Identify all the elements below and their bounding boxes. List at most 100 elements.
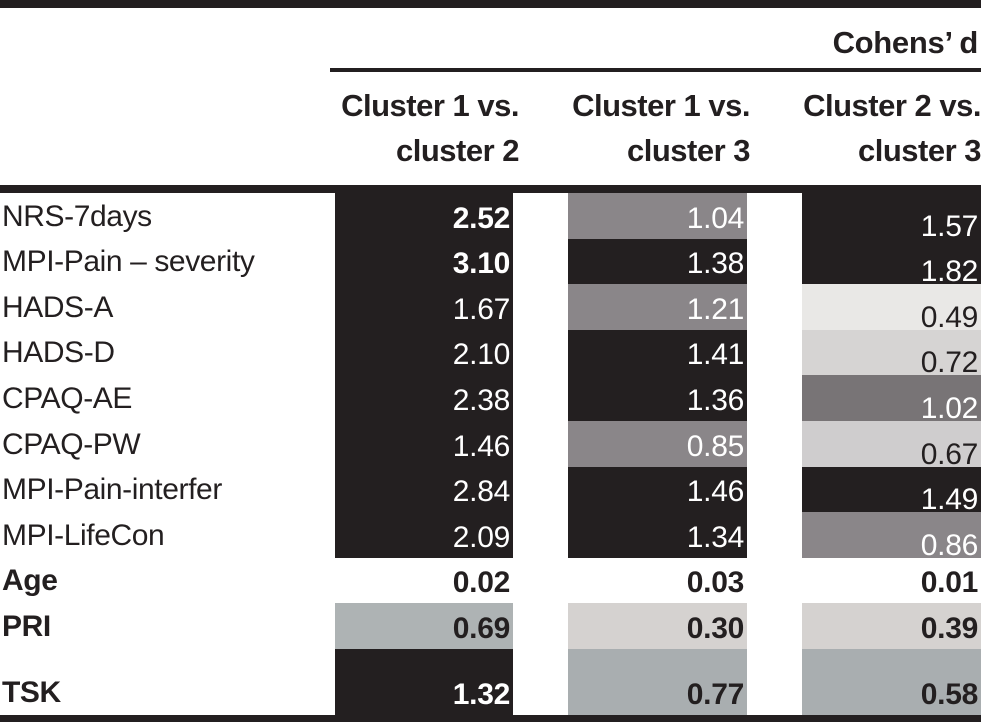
value-cell: 0.72 (802, 329, 981, 380)
table-row: TSK 1.32 0.77 0.58 (0, 648, 981, 716)
cell-value: 2.10 (452, 338, 511, 372)
bottom-rule (0, 715, 981, 722)
value-cell: 0.67 (802, 420, 981, 471)
cell-value: 1.46 (452, 429, 511, 463)
table-rows: NRS-7days 2.52 1.04 1.57 MPI-Pain – seve… (0, 193, 981, 716)
cell-value: 0.58 (920, 678, 979, 712)
table-row: MPI-LifeCon 2.09 1.34 0.86 (0, 512, 981, 562)
cell-value: 2.38 (452, 383, 511, 417)
value-cell: 1.57 (802, 193, 981, 243)
value-cell: 1.02 (802, 375, 981, 425)
group-header-rule (330, 68, 981, 72)
cell-value: 1.67 (452, 292, 511, 326)
cell-value: 0.30 (686, 611, 745, 645)
cell-value: 2.52 (452, 201, 511, 235)
cell-value: 1.32 (452, 678, 511, 712)
value-cell: 1.41 (568, 329, 747, 376)
value-cell: 0.77 (568, 648, 747, 716)
cell-value: 0.49 (920, 300, 979, 334)
row-label: HADS-A (2, 290, 113, 324)
value-cell: 0.85 (568, 420, 747, 467)
cell-value: 0.77 (686, 678, 745, 712)
value-cell: 1.38 (568, 238, 747, 285)
table-row: MPI-Pain – severity 3.10 1.38 1.82 (0, 238, 981, 289)
column-header-cluster1-vs-cluster3: Cluster 1 vs. cluster 3 (568, 83, 750, 173)
cell-value: 1.36 (686, 383, 745, 417)
value-cell: 1.49 (802, 466, 981, 517)
cell-value: 0.67 (920, 437, 979, 471)
table-row: PRI 0.69 0.30 0.39 (0, 603, 981, 649)
column-header-line1: Cluster 1 vs. (572, 88, 750, 123)
table-row: MPI-Pain-interfer 2.84 1.46 1.49 (0, 466, 981, 517)
column-header-line2: cluster 3 (857, 133, 981, 168)
cell-value: 1.49 (920, 483, 979, 517)
column-header-line2: cluster 3 (626, 133, 751, 168)
cell-value: 2.09 (452, 520, 511, 554)
cell-value: 0.02 (452, 566, 511, 600)
value-cell: 1.04 (568, 193, 747, 239)
row-label: MPI-Pain – severity (2, 245, 255, 279)
value-cell: 1.21 (568, 284, 747, 330)
cell-value: 0.85 (686, 429, 745, 463)
value-cell: 1.46 (568, 466, 747, 513)
group-header-label: Cohens’ d (832, 25, 979, 60)
cell-value: 1.04 (686, 201, 745, 235)
table-row: CPAQ-AE 2.38 1.36 1.02 (0, 375, 981, 425)
cell-value: 1.57 (920, 209, 979, 243)
value-cell: 0.86 (802, 512, 981, 562)
value-cell: 2.52 (335, 193, 513, 239)
value-cell: 1.34 (568, 512, 747, 558)
cell-value: 0.69 (452, 611, 511, 645)
table-row: Age 0.02 0.03 0.01 (0, 558, 981, 604)
row-label: PRI (2, 609, 51, 643)
value-cell: 0.58 (802, 648, 981, 716)
value-cell: 1.82 (802, 238, 981, 289)
top-rule (0, 0, 981, 8)
value-cell: 1.46 (335, 420, 513, 467)
cell-value: 1.82 (920, 255, 979, 289)
table-row: HADS-A 1.67 1.21 0.49 (0, 284, 981, 334)
cell-value: 2.84 (452, 475, 511, 509)
row-label: HADS-D (2, 336, 115, 370)
row-label: TSK (2, 676, 61, 710)
value-cell: 0.02 (335, 558, 513, 604)
table-row: HADS-D 2.10 1.41 0.72 (0, 329, 981, 380)
cell-value: 1.34 (686, 520, 745, 554)
value-cell: 0.69 (335, 603, 513, 649)
cell-value: 0.86 (920, 528, 979, 562)
cell-value: 1.02 (920, 391, 979, 425)
value-cell: 0.39 (802, 603, 981, 649)
cell-value: 1.21 (686, 292, 745, 326)
row-label: MPI-LifeCon (2, 518, 165, 552)
cell-value: 1.41 (686, 338, 745, 372)
value-cell: 0.49 (802, 284, 981, 334)
column-header-line2: cluster 2 (395, 133, 520, 168)
cell-value: 0.03 (686, 566, 745, 600)
value-cell: 2.09 (335, 512, 513, 558)
column-header-line1: Cluster 2 vs. (803, 88, 981, 123)
value-cell: 1.67 (335, 284, 513, 330)
column-header-line1: Cluster 1 vs. (341, 88, 519, 123)
value-cell: 1.32 (335, 648, 513, 716)
table-row: NRS-7days 2.52 1.04 1.57 (0, 193, 981, 243)
value-cell: 2.10 (335, 329, 513, 376)
value-cell: 2.84 (335, 466, 513, 513)
value-cell: 1.36 (568, 375, 747, 421)
value-cell: 0.01 (802, 558, 981, 604)
value-cell: 3.10 (335, 238, 513, 285)
value-cell: 2.38 (335, 375, 513, 421)
value-cell: 0.30 (568, 603, 747, 649)
row-label: Age (2, 564, 58, 598)
row-label: MPI-Pain-interfer (2, 473, 222, 507)
column-header-cluster1-vs-cluster2: Cluster 1 vs. cluster 2 (335, 83, 519, 173)
cell-value: 0.01 (920, 566, 979, 600)
column-header-cluster2-vs-cluster3: Cluster 2 vs. cluster 3 (802, 83, 981, 173)
row-label: NRS-7days (2, 199, 152, 233)
cell-value: 0.72 (920, 346, 979, 380)
table-row: CPAQ-PW 1.46 0.85 0.67 (0, 420, 981, 471)
cell-value: 3.10 (452, 247, 511, 281)
header-separator-rule (0, 185, 981, 193)
row-label: CPAQ-AE (2, 381, 133, 415)
cell-value: 1.46 (686, 475, 745, 509)
